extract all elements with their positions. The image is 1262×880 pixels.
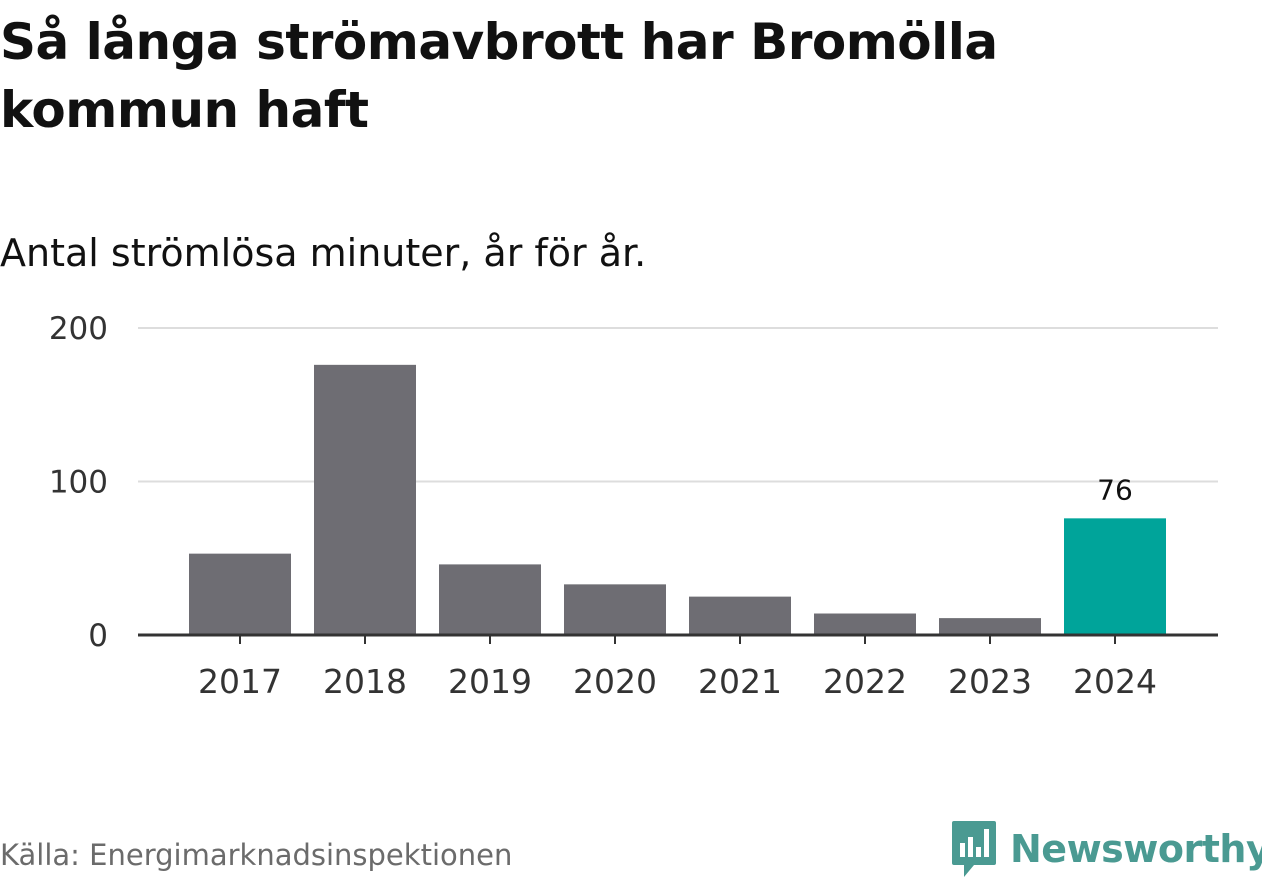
x-tick-label: 2023 [948, 662, 1032, 701]
brand-name: Newsworthy [1010, 827, 1262, 871]
bars [189, 364, 1166, 635]
bar-2019 [439, 564, 541, 635]
source-note: Källa: Energimarknadsinspektionen [0, 838, 513, 872]
x-axis-ticks: 2017 2018 2019 2020 2021 2022 2023 2024 [198, 635, 1157, 701]
bar-2018 [314, 364, 416, 635]
bar-2024 [1064, 518, 1166, 635]
data-labels: 76 [1097, 473, 1133, 506]
bar-2023 [939, 618, 1041, 635]
bar-2021 [689, 596, 791, 635]
brand-logo: Newsworthy [950, 818, 1262, 880]
bar-2017 [189, 553, 291, 635]
y-tick-label: 0 [88, 618, 108, 654]
x-tick-label: 2021 [698, 662, 782, 701]
bar-2020 [564, 584, 666, 635]
x-tick-label: 2024 [1073, 662, 1157, 701]
x-tick-label: 2017 [198, 662, 282, 701]
y-axis-ticks: 0 100 200 [49, 311, 108, 654]
x-tick-label: 2020 [573, 662, 657, 701]
x-tick-label: 2022 [823, 662, 907, 701]
gridlines [138, 327, 1218, 483]
x-tick-label: 2018 [323, 662, 407, 701]
bar-2022 [814, 613, 916, 635]
data-label: 76 [1097, 473, 1133, 506]
newsworthy-logo-icon [952, 821, 996, 877]
y-tick-label: 100 [49, 465, 108, 501]
chart-subtitle: Antal strömlösa minuter, år för år. [0, 231, 647, 275]
y-tick-label: 200 [49, 311, 108, 347]
chart-title: Så långa strömavbrott har Bromölla kommu… [0, 13, 998, 139]
x-tick-label: 2019 [448, 662, 532, 701]
